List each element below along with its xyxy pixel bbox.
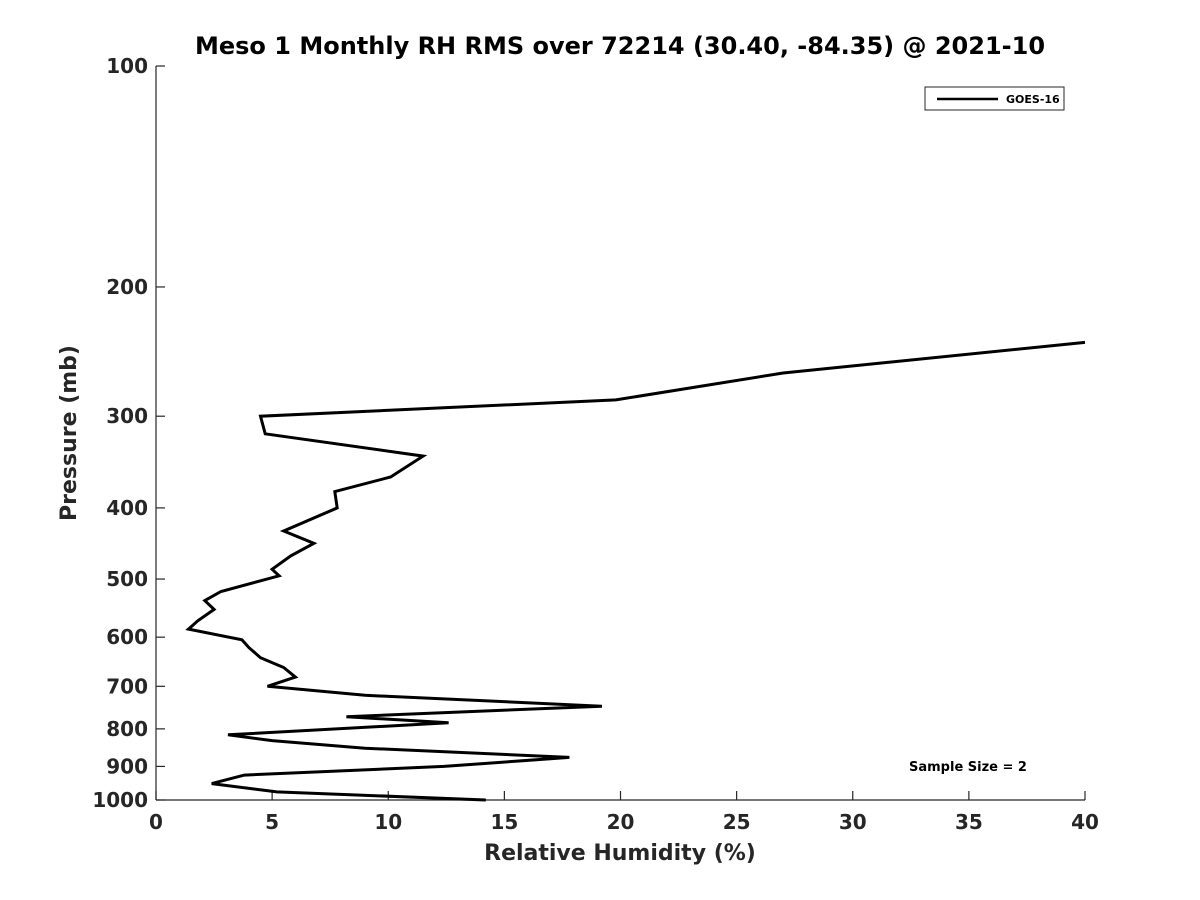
x-tick-label: 0 [149,810,163,834]
x-tick-label: 40 [1071,810,1099,834]
y-tick-label: 500 [106,567,148,591]
x-tick-label: 35 [955,810,983,834]
y-tick-label: 700 [106,674,148,698]
legend-label-goes16: GOES-16 [1006,93,1060,106]
y-tick-label: 900 [106,754,148,778]
sample-size-annotation: Sample Size = 2 [909,760,1027,775]
x-tick-label: 30 [839,810,867,834]
y-tick-label: 400 [106,496,148,520]
y-tick-label: 200 [106,275,148,299]
x-tick-label: 10 [374,810,402,834]
y-ticks: 100 200 300 400 500 600 700 800 900 1000 [92,54,165,812]
series-line-goes16 [185,340,1086,802]
x-tick-label: 20 [607,810,635,834]
y-tick-label: 800 [106,717,148,741]
x-ticks: 0 5 10 15 20 25 30 35 40 [149,791,1099,834]
x-tick-label: 15 [490,810,518,834]
legend: GOES-16 [924,86,1065,111]
x-axis-label: Relative Humidity (%) [484,841,756,866]
plot-lines [185,340,1086,802]
x-tick-label: 5 [265,810,279,834]
y-tick-label: 300 [106,404,148,428]
y-tick-label: 100 [106,54,148,78]
x-tick-label: 25 [723,810,751,834]
y-axis-label: Pressure (mb) [57,345,82,521]
y-tick-label: 600 [106,625,148,649]
chart-title: Meso 1 Monthly RH RMS over 72214 (30.40,… [195,32,1045,60]
y-tick-label: 1000 [92,788,148,812]
